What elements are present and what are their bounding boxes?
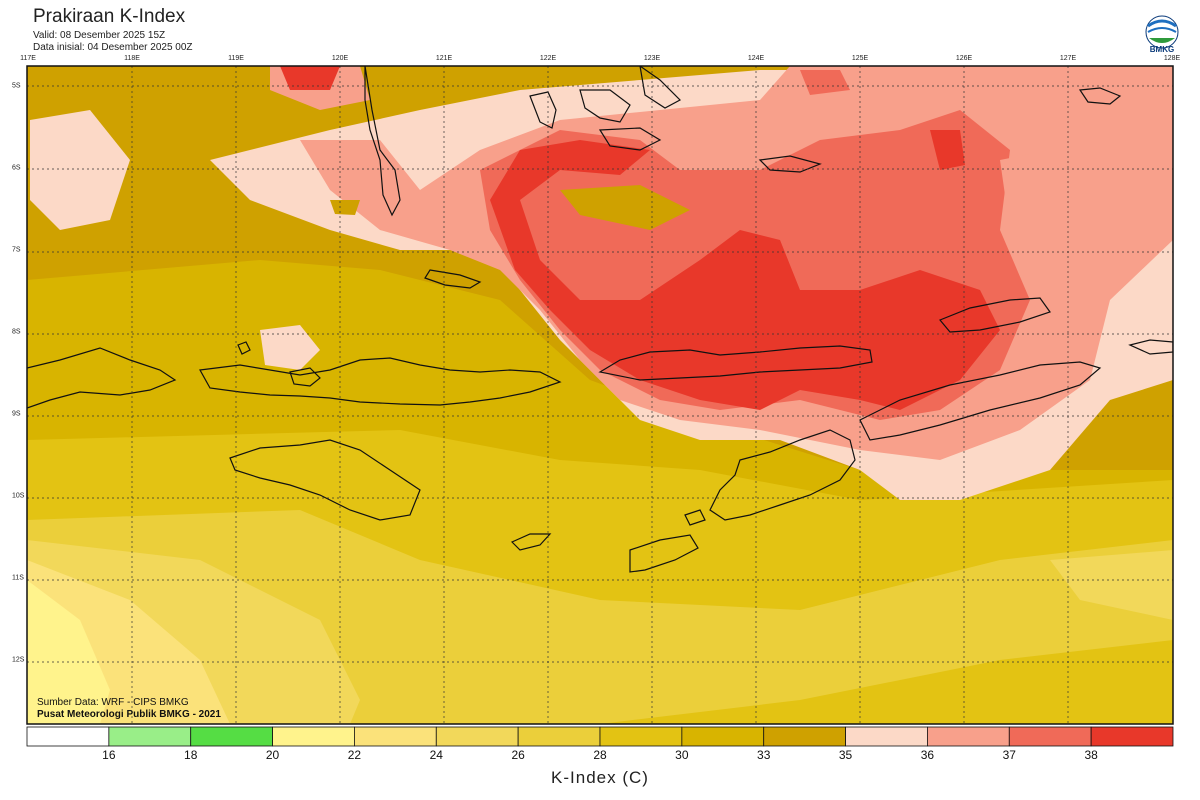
colorbar [26,726,1174,747]
colorbar-tick-label: 16 [102,748,116,762]
bmkg-logo-icon [1145,15,1179,49]
colorbar-tick-label: 18 [184,748,198,762]
lon-label: 119E [228,55,244,62]
colorbar-swatch [845,726,928,747]
colorbar-swatch [190,726,273,747]
lat-label: 8S [12,328,21,336]
colorbar-tick-label: 24 [429,748,443,762]
data-source-credit: Sumber Data: WRF - CIPS BMKG [37,697,189,708]
lat-label: 6S [12,164,21,172]
colorbar-swatch [108,726,192,747]
colorbar-swatch [1090,726,1174,747]
colorbar-swatch [763,726,846,747]
colorbar-tick-label: 26 [511,748,525,762]
lat-label: 11S [12,574,24,582]
lon-label: 126E [955,55,973,62]
colorbar-swatch [435,726,519,747]
colorbar-swatch [354,726,437,747]
graticule [27,66,1173,724]
colorbar-tick-label: 28 [593,748,607,762]
colorbar-tick-label: 33 [757,748,771,762]
lon-label: 128E [1163,55,1181,62]
colorbar-swatch [681,726,765,747]
colorbar-tick-label: 38 [1084,748,1098,762]
lon-label: 120E [331,55,349,62]
colorbar-title: K-Index (C) [551,768,649,787]
colorbar-swatch [1008,726,1092,747]
lat-label: 5S [12,82,21,90]
lon-label: 121E [435,55,453,62]
map-frame [26,65,1174,725]
colorbar-swatch [599,726,683,747]
lat-label: 10S [12,492,25,500]
colorbar-tick-label: 37 [1002,748,1016,762]
colorbar-tick-label: 20 [265,748,280,762]
valid-time: Valid: 08 Desember 2025 15Z [33,30,166,41]
lon-label: 127E [1059,55,1077,62]
lat-label: 7S [12,246,21,254]
colorbar-swatch [272,726,355,747]
colorbar-swatch [927,726,1010,747]
initial-time: Data inisial: 04 Desember 2025 00Z [33,42,193,53]
colorbar-swatch [517,726,601,747]
lon-label: 117E [20,55,36,62]
logo-text: BMKG [1149,45,1175,54]
lat-label: 9S [12,410,21,418]
k-index-field [27,66,1173,724]
lon-label: 123E [643,55,661,62]
lon-label: 125E [851,55,869,62]
publisher-credit: Pusat Meteorologi Publik BMKG - 2021 [37,709,221,720]
colorbar-tick-label: 22 [347,748,362,762]
colorbar-swatch [26,726,110,747]
colorbar-tick-label: 30 [675,748,689,762]
lon-label: 124E [747,55,765,62]
lon-label: 118E [124,55,140,62]
colorbar-tick-label: 35 [838,748,853,762]
lon-label: 122E [539,55,557,62]
colorbar-tick-label: 36 [920,748,935,762]
page-title: Prakiraan K-Index [33,6,186,27]
lat-label: 12S [12,656,25,664]
